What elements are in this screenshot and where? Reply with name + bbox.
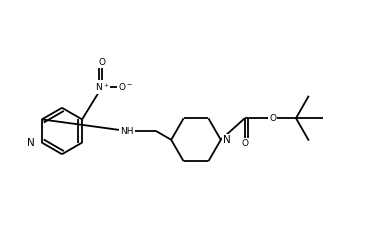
Text: O$^-$: O$^-$: [118, 81, 133, 93]
Text: N: N: [27, 138, 35, 148]
Text: N: N: [223, 135, 230, 145]
Text: NH: NH: [120, 127, 134, 135]
Text: N$^+$: N$^+$: [95, 81, 109, 93]
Text: O: O: [241, 139, 248, 148]
Text: O: O: [99, 58, 106, 67]
Text: O: O: [269, 114, 276, 123]
